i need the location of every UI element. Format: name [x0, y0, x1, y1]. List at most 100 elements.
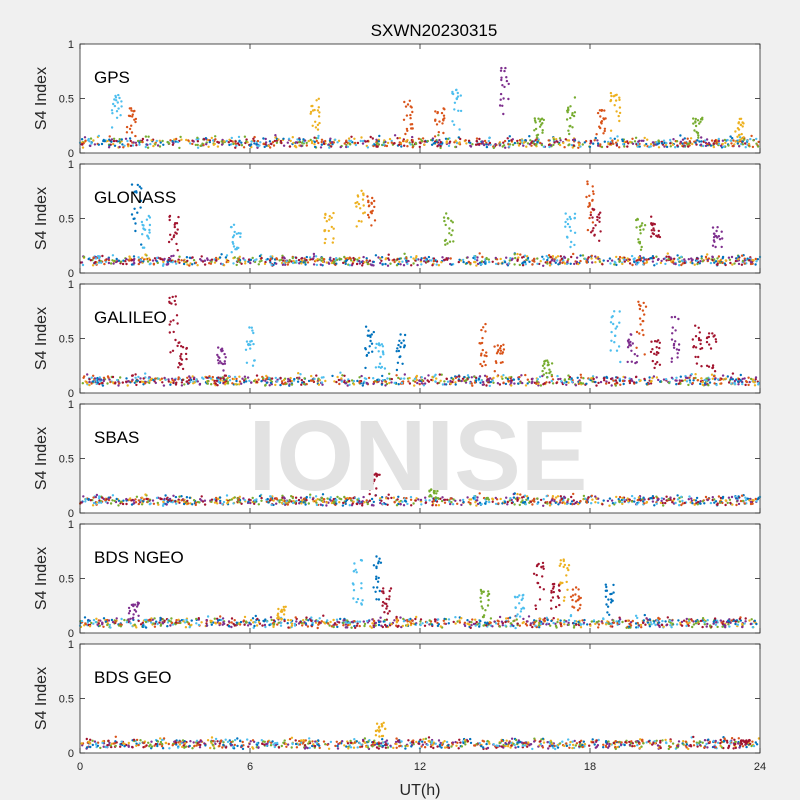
data-point	[492, 381, 495, 384]
data-point	[502, 343, 505, 346]
data-point	[528, 260, 531, 263]
data-point	[482, 360, 486, 363]
data-point	[573, 96, 577, 99]
data-point	[117, 107, 120, 110]
data-point	[497, 262, 500, 265]
data-point	[138, 261, 142, 264]
data-point	[698, 502, 701, 505]
data-point	[164, 494, 167, 497]
data-point	[639, 232, 642, 235]
data-point	[280, 258, 283, 261]
data-point	[359, 207, 362, 210]
data-point	[173, 378, 177, 381]
data-point	[128, 137, 132, 140]
data-point	[98, 376, 102, 379]
data-point	[539, 260, 542, 263]
data-point	[716, 503, 719, 507]
data-point	[361, 384, 364, 387]
data-point	[549, 144, 553, 147]
data-point	[280, 380, 284, 383]
data-point	[481, 383, 484, 386]
data-point	[491, 260, 494, 263]
data-point	[649, 235, 653, 238]
data-point	[610, 499, 614, 502]
data-point	[641, 319, 644, 323]
data-point	[510, 379, 514, 382]
data-point	[322, 142, 326, 146]
data-point	[589, 213, 592, 217]
data-point	[594, 136, 597, 140]
data-point	[332, 141, 335, 144]
data-point	[549, 255, 552, 259]
data-point	[270, 142, 273, 146]
data-point	[371, 196, 374, 200]
data-point	[714, 260, 718, 263]
data-point	[579, 259, 582, 263]
data-point	[505, 79, 509, 83]
data-point	[485, 375, 489, 378]
data-point	[184, 352, 188, 356]
data-point	[494, 502, 498, 506]
data-point	[253, 502, 256, 505]
data-point	[698, 122, 701, 125]
data-point	[715, 142, 718, 145]
data-point	[751, 498, 754, 502]
data-point	[612, 379, 615, 382]
data-point	[134, 134, 137, 138]
data-point	[727, 381, 731, 384]
data-point	[385, 257, 388, 260]
data-point	[568, 375, 572, 379]
data-point	[349, 139, 353, 143]
data-point	[237, 246, 240, 250]
data-point	[737, 122, 740, 125]
data-point	[415, 258, 418, 261]
data-point	[401, 362, 404, 365]
data-point	[379, 501, 382, 505]
data-point	[264, 137, 267, 141]
data-point	[380, 343, 384, 346]
data-point	[173, 223, 176, 226]
data-point	[473, 498, 477, 501]
data-point	[674, 146, 677, 149]
data-point	[500, 375, 503, 378]
data-point	[306, 625, 310, 628]
data-point	[569, 502, 572, 505]
data-point	[756, 145, 760, 148]
data-point	[203, 503, 207, 506]
data-point	[541, 369, 544, 373]
data-point	[371, 137, 374, 140]
data-point	[639, 323, 642, 326]
data-point	[542, 383, 545, 386]
data-point	[543, 367, 546, 370]
data-point	[176, 344, 179, 348]
data-point	[591, 229, 594, 232]
data-point	[196, 380, 199, 383]
data-point	[597, 501, 600, 504]
data-point	[115, 257, 118, 261]
data-point	[533, 117, 536, 120]
data-point	[190, 378, 193, 382]
data-point	[464, 379, 467, 383]
data-point	[658, 346, 661, 350]
data-point	[173, 225, 176, 229]
data-point	[185, 347, 188, 350]
data-point	[232, 245, 236, 248]
data-point	[420, 382, 424, 385]
data-point	[455, 88, 458, 92]
data-point	[369, 339, 372, 343]
data-point	[415, 497, 418, 500]
data-point	[319, 503, 322, 506]
data-point	[685, 380, 689, 383]
data-point	[478, 492, 481, 495]
data-point	[175, 222, 179, 225]
data-point	[743, 377, 746, 380]
data-point	[524, 384, 528, 387]
data-point	[125, 131, 129, 134]
data-point	[260, 499, 263, 502]
data-point	[689, 381, 692, 384]
data-point	[360, 374, 363, 378]
data-point	[307, 379, 311, 383]
data-point	[403, 373, 406, 376]
data-point	[406, 103, 410, 106]
data-point	[606, 499, 610, 503]
